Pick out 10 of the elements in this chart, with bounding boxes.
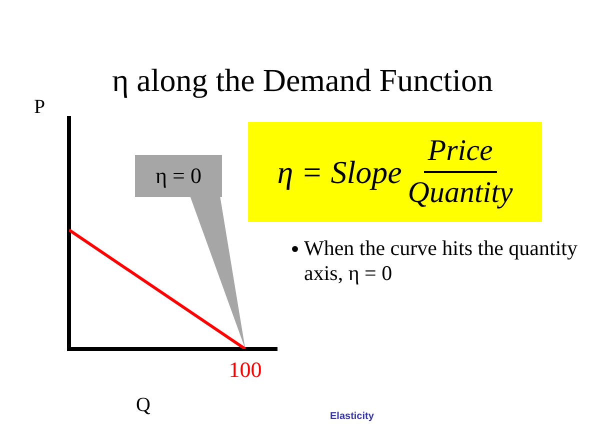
- text: η = Slope: [277, 154, 402, 190]
- text: Q: [136, 394, 150, 417]
- text: P: [34, 96, 46, 119]
- text: η = 0: [135, 155, 222, 197]
- annotation: 100: [228, 357, 262, 383]
- text: Elasticity: [330, 411, 374, 422]
- annotation: When the curve hits the quantity axis, η = 0: [304, 236, 579, 286]
- text: Quantity: [408, 175, 513, 211]
- text: Price: [424, 131, 497, 173]
- chart-title: η along the Demand Function: [112, 62, 494, 98]
